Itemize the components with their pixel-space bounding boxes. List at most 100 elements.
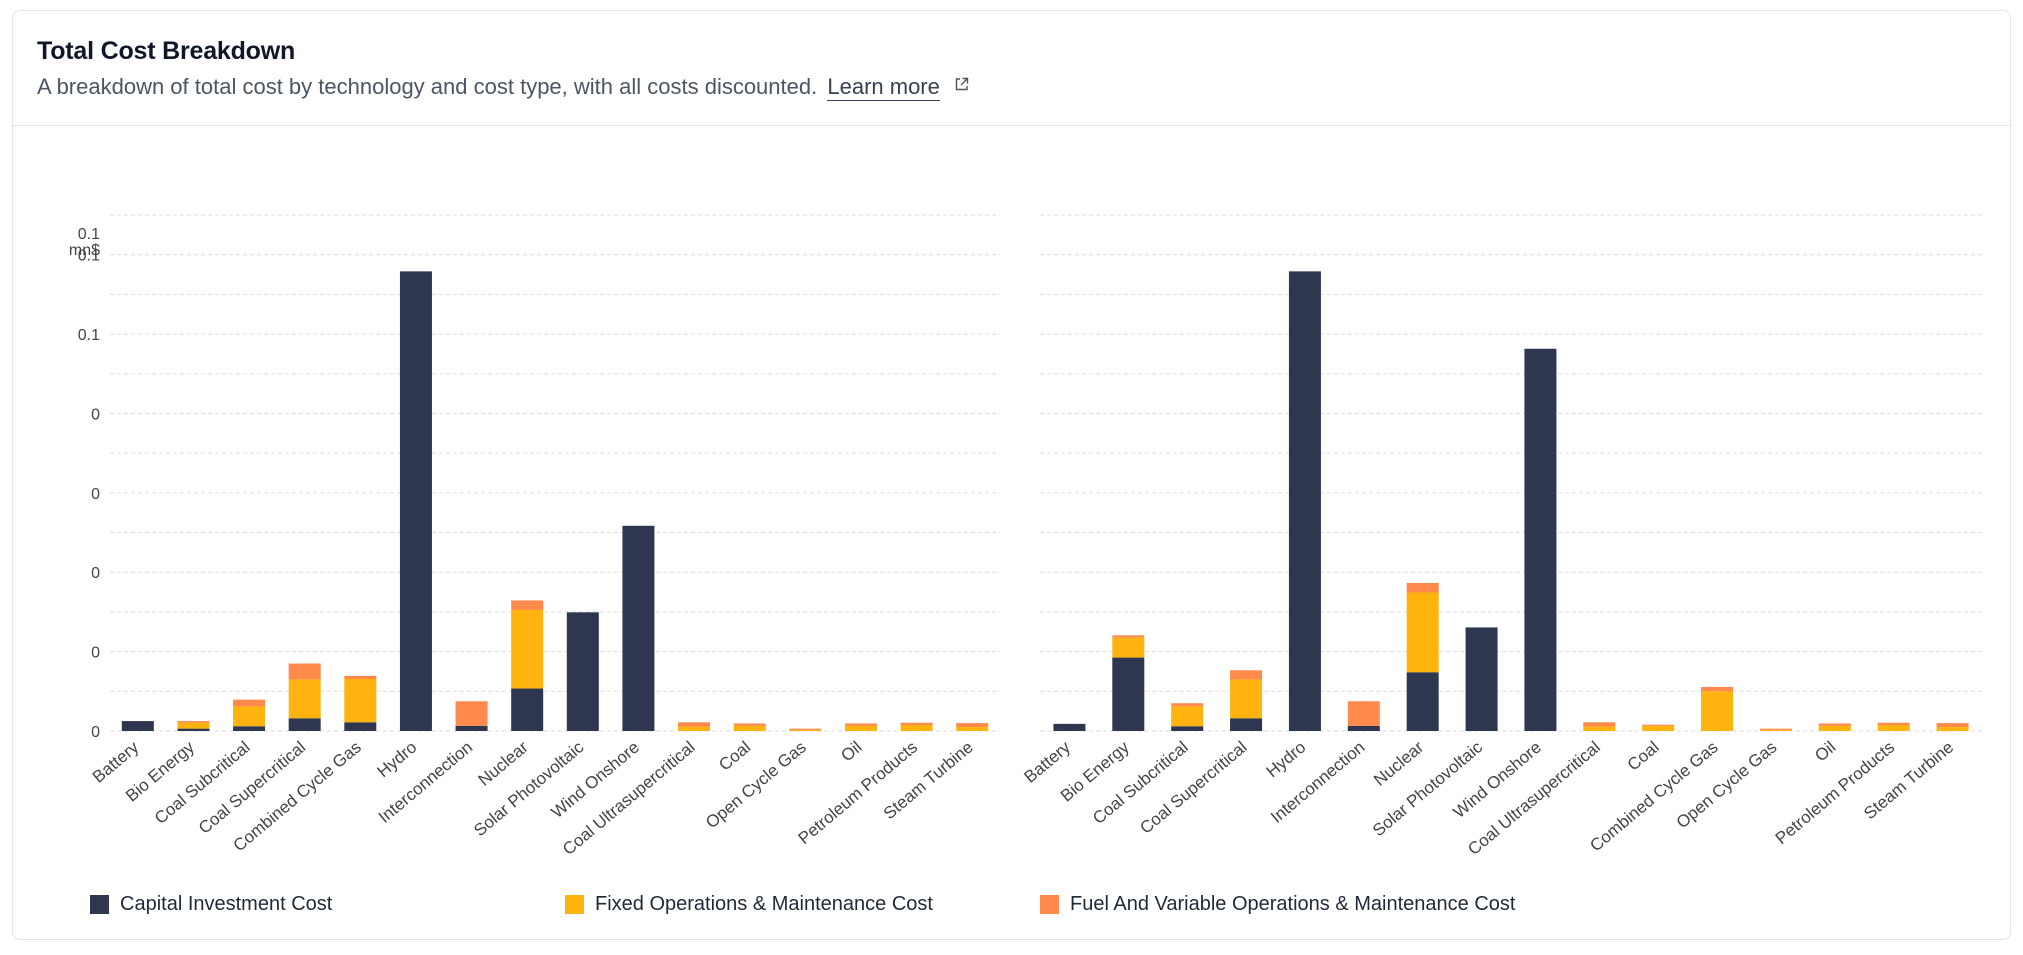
legend-item-fuel[interactable]: Fuel And Variable Operations & Maintenan…	[1040, 892, 1515, 916]
x-tick-label: Interconnection	[375, 738, 476, 827]
bar-fuel[interactable]	[1877, 722, 1910, 726]
bar-fixed[interactable]	[678, 726, 711, 731]
bar-capital[interactable]	[622, 525, 655, 731]
chart-subtitle: A breakdown of total cost by technology …	[37, 72, 969, 101]
bar-capital[interactable]	[1053, 723, 1086, 731]
bar-fuel[interactable]	[733, 723, 766, 726]
bar-fixed[interactable]	[177, 722, 210, 729]
bar-capital[interactable]	[1406, 672, 1439, 731]
bar-fixed[interactable]	[956, 727, 989, 731]
bar-fuel[interactable]	[1642, 724, 1675, 726]
bar-fuel[interactable]	[1406, 582, 1439, 593]
bar-capital[interactable]	[1288, 271, 1321, 731]
bar-fixed[interactable]	[733, 725, 766, 731]
bar-fuel[interactable]	[1818, 723, 1851, 726]
x-tick-label: Solar Photovoltaic	[1369, 737, 1487, 840]
bar-fixed[interactable]	[288, 679, 321, 719]
legend-swatch-fixed	[565, 894, 584, 914]
bar-fuel[interactable]	[1347, 701, 1380, 726]
bar-fuel[interactable]	[233, 699, 266, 707]
bar-fixed[interactable]	[1877, 725, 1910, 731]
bar-capital[interactable]	[566, 612, 599, 731]
bar-fuel[interactable]	[1230, 670, 1263, 680]
x-tick-label: Oil	[837, 738, 865, 766]
bar-fixed[interactable]	[1642, 725, 1675, 731]
bar-fixed[interactable]	[1759, 729, 1792, 731]
bar-capital[interactable]	[1230, 718, 1263, 731]
bar-fixed[interactable]	[1171, 706, 1204, 727]
bar-fixed[interactable]	[1230, 679, 1263, 719]
bar-fixed[interactable]	[1818, 725, 1851, 731]
y-tick-label: 0	[91, 486, 100, 503]
bar-fuel[interactable]	[511, 600, 544, 610]
bar-fuel[interactable]	[1171, 703, 1204, 707]
bar-capital[interactable]	[233, 726, 266, 731]
x-tick-label: Hydro	[1263, 738, 1310, 782]
bar-capital[interactable]	[1465, 627, 1498, 731]
bar-fixed[interactable]	[1936, 727, 1969, 731]
bar-capital[interactable]	[288, 718, 321, 731]
bar-capital[interactable]	[1347, 725, 1380, 731]
x-tick-label: Battery	[1021, 737, 1075, 786]
legend-label-fuel: Fuel And Variable Operations & Maintenan…	[1070, 892, 1516, 915]
bar-fuel[interactable]	[1583, 722, 1616, 727]
bar-fixed[interactable]	[233, 706, 266, 727]
legend-item-fixed[interactable]: Fixed Operations & Maintenance Cost	[565, 892, 933, 916]
bar-fixed[interactable]	[1112, 637, 1145, 658]
bar-fuel[interactable]	[344, 675, 377, 680]
x-tick-label: Open Cycle Gas	[1673, 738, 1781, 833]
bar-capital[interactable]	[177, 728, 210, 731]
legend-label-capital: Capital Investment Cost	[120, 892, 333, 915]
x-tick-label: Hydro	[374, 738, 421, 782]
bar-fuel[interactable]	[900, 722, 933, 726]
bar-capital[interactable]	[399, 271, 432, 731]
bar-fixed[interactable]	[1583, 726, 1616, 731]
bar-fuel[interactable]	[1701, 686, 1734, 692]
bar-capital[interactable]	[1171, 726, 1204, 731]
x-tick-label: Coal Supercritical	[1136, 738, 1250, 838]
y-tick-label: 0.1	[78, 327, 100, 344]
bar-fuel[interactable]	[789, 728, 822, 730]
bar-fuel[interactable]	[956, 723, 989, 728]
bar-fuel[interactable]	[844, 723, 877, 726]
bar-fuel[interactable]	[288, 663, 321, 680]
y-tick-label: 0	[91, 565, 100, 582]
bar-fuel[interactable]	[177, 721, 210, 723]
bar-capital[interactable]	[121, 721, 154, 731]
cost-breakdown-card: Total Cost Breakdown A breakdown of tota…	[12, 10, 2011, 940]
legend-swatch-capital	[90, 894, 109, 914]
card-header: Total Cost Breakdown A breakdown of tota…	[13, 11, 2010, 126]
learn-more-link[interactable]: Learn more	[827, 74, 940, 101]
bar-fixed[interactable]	[844, 725, 877, 731]
x-tick-label: Coal Subcritical	[151, 738, 254, 828]
bar-fixed[interactable]	[789, 729, 822, 731]
bar-fuel[interactable]	[678, 722, 711, 727]
bar-capital[interactable]	[455, 725, 488, 731]
bar-fixed[interactable]	[1701, 691, 1734, 731]
y-top-tick-label: 0.1	[78, 226, 100, 243]
bar-fuel[interactable]	[1759, 728, 1792, 730]
x-tick-label: Nuclear	[1370, 737, 1427, 789]
bar-capital[interactable]	[1112, 657, 1145, 731]
bar-capital[interactable]	[1524, 348, 1557, 731]
bar-fuel[interactable]	[455, 701, 488, 726]
external-link-icon[interactable]	[954, 72, 969, 98]
bar-fixed[interactable]	[1406, 592, 1439, 673]
bar-fixed[interactable]	[344, 679, 377, 723]
bar-capital[interactable]	[511, 688, 544, 731]
bar-fixed[interactable]	[900, 725, 933, 731]
x-tick-label: Open Cycle Gas	[702, 738, 810, 833]
bar-capital[interactable]	[344, 722, 377, 731]
bar-fuel[interactable]	[1936, 723, 1969, 728]
y-tick-label: 0.1	[78, 248, 100, 265]
x-tick-label: Coal	[715, 738, 754, 775]
legend-item-capital[interactable]: Capital Investment Cost	[90, 892, 332, 916]
bar-fixed[interactable]	[511, 609, 544, 689]
bar-fuel[interactable]	[1112, 635, 1145, 638]
y-axis-unit: mn$	[69, 242, 100, 259]
legend-swatch-fuel	[1040, 894, 1059, 914]
x-tick-label: Oil	[1811, 738, 1839, 766]
